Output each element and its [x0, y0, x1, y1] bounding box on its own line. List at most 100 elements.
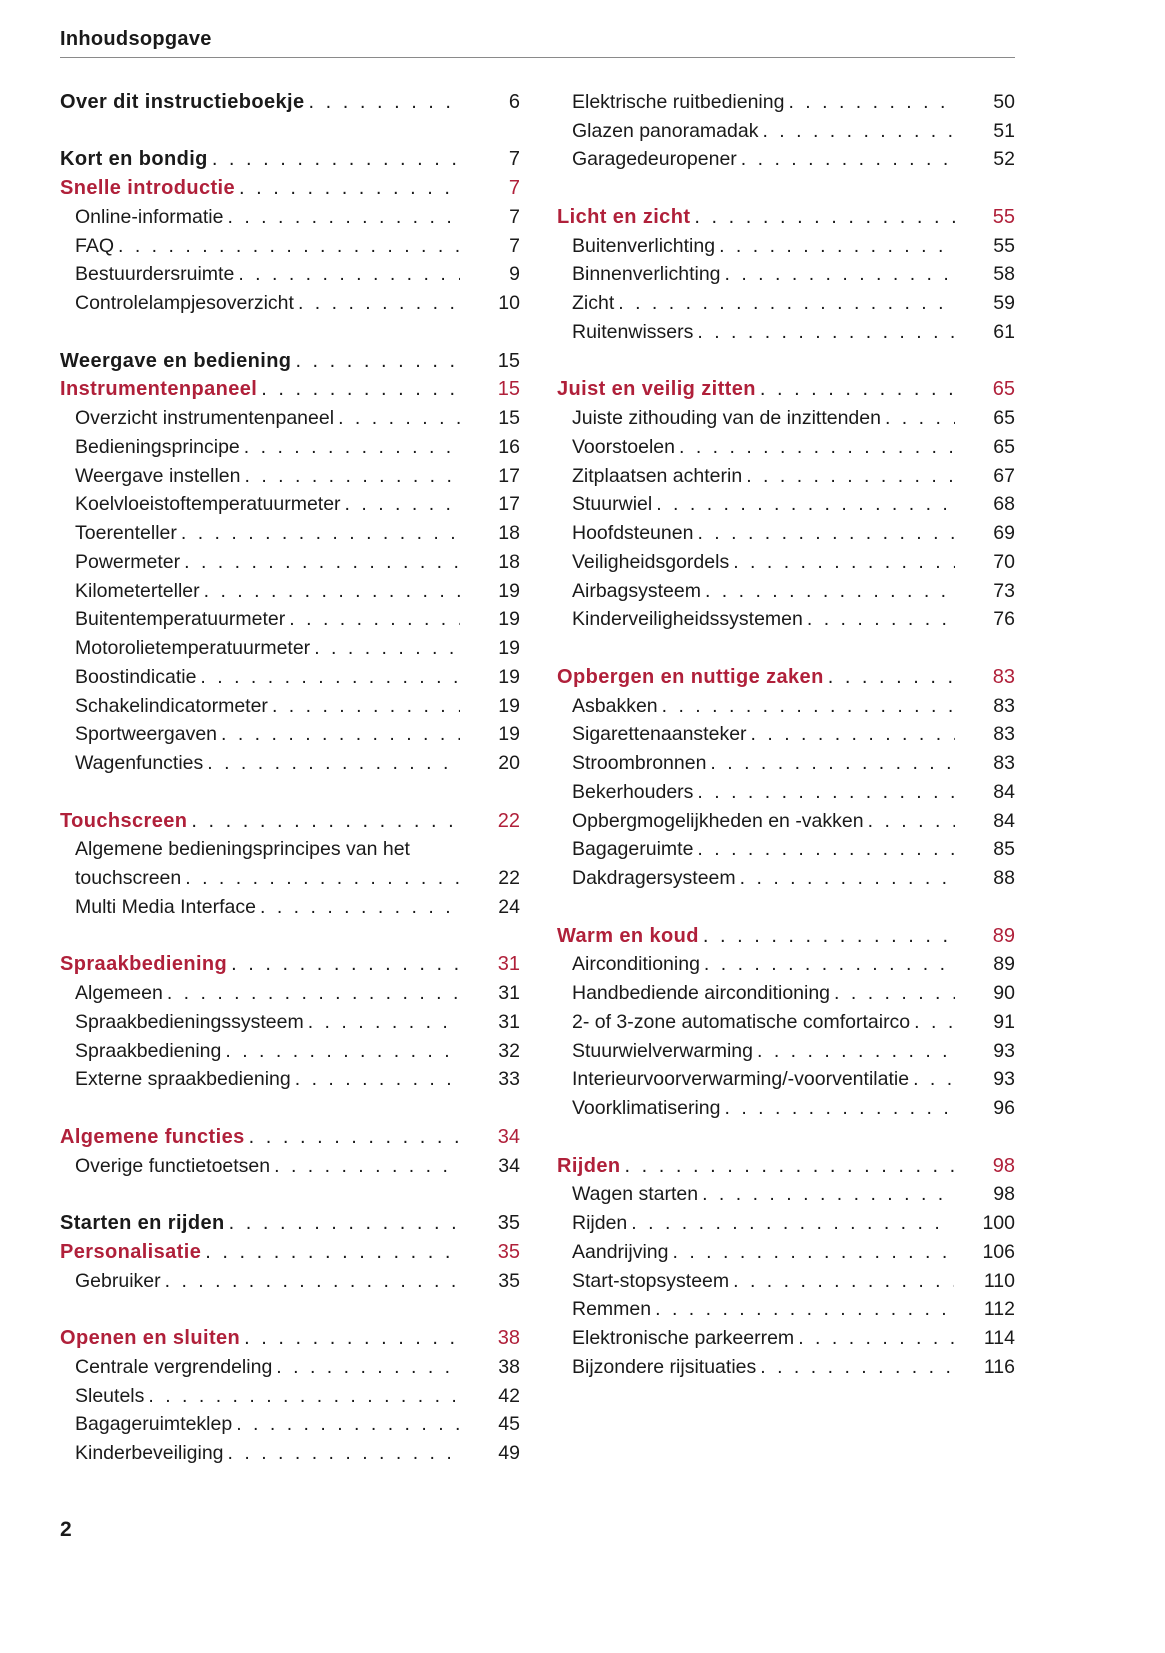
toc-entry-chapter[interactable]: Kort en bondig . . . . . . . . . . . . .…: [60, 146, 520, 175]
toc-entry-section[interactable]: Openen en sluiten . . . . . . . . . . . …: [60, 1324, 520, 1353]
toc-entry-sub[interactable]: Airconditioning . . . . . . . . . . . . …: [557, 951, 1015, 980]
toc-entry-sub[interactable]: Bagageruimte . . . . . . . . . . . . . .…: [557, 836, 1015, 865]
toc-entry-page: 38: [498, 1355, 520, 1378]
toc-entry-title: Buitenverlichting: [572, 234, 716, 257]
toc-entry-sub[interactable]: Kinderbeveiliging . . . . . . . . . . . …: [60, 1439, 520, 1468]
toc-entry-page: 85: [993, 838, 1015, 861]
toc-entry-sub[interactable]: 2- of 3-zone automatische comfortairco .…: [557, 1008, 1015, 1037]
toc-entry-sub[interactable]: touchscreen . . . . . . . . . . . . . . …: [60, 864, 520, 893]
toc-entry-sub[interactable]: Airbagsysteem . . . . . . . . . . . . . …: [557, 577, 1015, 606]
toc-entry-sub[interactable]: Kilometerteller . . . . . . . . . . . . …: [60, 577, 520, 606]
toc-entry-sub[interactable]: Centrale vergrendeling . . . . . . . . .…: [60, 1353, 520, 1382]
toc-entry-sub[interactable]: Start-stopsysteem . . . . . . . . . . . …: [557, 1267, 1015, 1296]
toc-entry-sub[interactable]: Juiste zithouding van de inzittenden . .…: [557, 404, 1015, 433]
toc-entry-sub[interactable]: Buitenverlichting . . . . . . . . . . . …: [557, 232, 1015, 261]
toc-entry-title: Weergave en bediening: [60, 349, 292, 372]
toc-entry-sub[interactable]: Bestuurdersruimte . . . . . . . . . . . …: [60, 261, 520, 290]
toc-entry-sub[interactable]: Bekerhouders . . . . . . . . . . . . . .…: [557, 778, 1015, 807]
toc-entry-sub[interactable]: Sleutels . . . . . . . . . . . . . . . .…: [60, 1382, 520, 1411]
toc-entry-sub[interactable]: Online-informatie . . . . . . . . . . . …: [60, 203, 520, 232]
toc-entry-chapter[interactable]: Starten en rijden . . . . . . . . . . . …: [60, 1209, 520, 1238]
toc-entry-sub[interactable]: Controlelampjesoverzicht . . . . . . . .…: [60, 289, 520, 318]
toc-entry-sub[interactable]: Remmen . . . . . . . . . . . . . . . . .…: [557, 1296, 1015, 1325]
toc-entry-sub[interactable]: Weergave instellen . . . . . . . . . . .…: [60, 462, 520, 491]
toc-entry-sub[interactable]: Schakelindicatormeter . . . . . . . . . …: [60, 692, 520, 721]
toc-entry-sub[interactable]: Glazen panoramadak . . . . . . . . . . .…: [557, 117, 1015, 146]
toc-entry-page: 7: [509, 234, 520, 257]
toc-entry-sub[interactable]: Zicht . . . . . . . . . . . . . . . . . …: [557, 289, 1015, 318]
toc-entry-section[interactable]: Touchscreen . . . . . . . . . . . . . . …: [60, 807, 520, 836]
toc-entry-sub[interactable]: Rijden . . . . . . . . . . . . . . . . .…: [557, 1209, 1015, 1238]
toc-entry-sub[interactable]: Dakdragersysteem . . . . . . . . . . . .…: [557, 864, 1015, 893]
toc-entry-sub[interactable]: Externe spraakbediening . . . . . . . . …: [60, 1066, 520, 1095]
toc-entry-sub[interactable]: Algemene bedieningsprincipes van het: [60, 836, 520, 865]
toc-entry-chapter[interactable]: Weergave en bediening . . . . . . . . . …: [60, 347, 520, 376]
dot-leader: . . . . . . . . . . . . . . . . . . . . …: [746, 464, 955, 487]
toc-entry-sub[interactable]: Wagenfuncties . . . . . . . . . . . . . …: [60, 749, 520, 778]
dot-leader: . . . . . . . . . . . . . . . . . . . . …: [759, 378, 955, 401]
toc-entry-sub[interactable]: Overige functietoetsen . . . . . . . . .…: [60, 1152, 520, 1181]
toc-entry-sub[interactable]: Multi Media Interface . . . . . . . . . …: [60, 893, 520, 922]
toc-entry-sub[interactable]: Buitentemperatuurmeter . . . . . . . . .…: [60, 606, 520, 635]
toc-entry-sub[interactable]: Voorklimatisering . . . . . . . . . . . …: [557, 1094, 1015, 1123]
toc-entry-sub[interactable]: Opbergmogelijkheden en -vakken . . . . .…: [557, 807, 1015, 836]
toc-entry-title: Kinderveiligheidssystemen: [572, 608, 803, 631]
toc-entry-sub[interactable]: Stuurwielverwarming . . . . . . . . . . …: [557, 1037, 1015, 1066]
toc-entry-page: 19: [498, 608, 520, 631]
toc-entry-sub[interactable]: Bagageruimteklep . . . . . . . . . . . .…: [60, 1411, 520, 1440]
toc-entry-sub[interactable]: Interieurvoorverwarming/-voorventilatie …: [557, 1066, 1015, 1095]
toc-entry-sub[interactable]: Asbakken . . . . . . . . . . . . . . . .…: [557, 692, 1015, 721]
toc-entry-sub[interactable]: Wagen starten . . . . . . . . . . . . . …: [557, 1181, 1015, 1210]
toc-entry-sub[interactable]: Toerenteller . . . . . . . . . . . . . .…: [60, 519, 520, 548]
dot-leader: . . . . . . . . . . . . . . . . . . . . …: [656, 493, 955, 516]
toc-entry-section[interactable]: Rijden . . . . . . . . . . . . . . . . .…: [557, 1152, 1015, 1181]
toc-entry-sub[interactable]: Veiligheidsgordels . . . . . . . . . . .…: [557, 548, 1015, 577]
toc-entry-sub[interactable]: FAQ . . . . . . . . . . . . . . . . . . …: [60, 232, 520, 261]
toc-entry-sub[interactable]: Bijzondere rijsituaties . . . . . . . . …: [557, 1353, 1015, 1382]
toc-entry-sub[interactable]: Koelvloeistoftemperatuurmeter . . . . . …: [60, 491, 520, 520]
toc-entry-title: 2- of 3-zone automatische comfortairco: [572, 1010, 911, 1033]
toc-entry-sub[interactable]: Powermeter . . . . . . . . . . . . . . .…: [60, 548, 520, 577]
toc-entry-sub[interactable]: Gebruiker . . . . . . . . . . . . . . . …: [60, 1267, 520, 1296]
toc-entry-sub[interactable]: Elektronische parkeerrem . . . . . . . .…: [557, 1324, 1015, 1353]
toc-entry-section[interactable]: Juist en veilig zitten . . . . . . . . .…: [557, 376, 1015, 405]
toc-entry-page: 65: [993, 435, 1015, 458]
toc-entry-sub[interactable]: Handbediende airconditioning . . . . . .…: [557, 979, 1015, 1008]
toc-entry-sub[interactable]: Sigarettenaansteker . . . . . . . . . . …: [557, 721, 1015, 750]
toc-entry-sub[interactable]: Bedieningsprincipe . . . . . . . . . . .…: [60, 433, 520, 462]
toc-entry-sub[interactable]: Sportweergaven . . . . . . . . . . . . .…: [60, 721, 520, 750]
toc-entry-sub[interactable]: Boostindicatie . . . . . . . . . . . . .…: [60, 663, 520, 692]
toc-entry-section[interactable]: Warm en koud . . . . . . . . . . . . . .…: [557, 922, 1015, 951]
toc-entry-sub[interactable]: Zitplaatsen achterin . . . . . . . . . .…: [557, 462, 1015, 491]
toc-entry-sub[interactable]: Ruitenwissers . . . . . . . . . . . . . …: [557, 318, 1015, 347]
toc-entry-page: 22: [497, 809, 520, 832]
toc-entry-page: 69: [993, 522, 1015, 545]
toc-entry-sub[interactable]: Hoofdsteunen . . . . . . . . . . . . . .…: [557, 519, 1015, 548]
toc-entry-page: 18: [498, 522, 520, 545]
toc-entry-sub[interactable]: Stuurwiel . . . . . . . . . . . . . . . …: [557, 491, 1015, 520]
toc-entry-section[interactable]: Opbergen en nuttige zaken . . . . . . . …: [557, 663, 1015, 692]
dot-leader: . . . . . . . . . . . . . . . . . . . . …: [697, 780, 955, 803]
toc-entry-sub[interactable]: Overzicht instrumentenpaneel . . . . . .…: [60, 404, 520, 433]
toc-entry-section[interactable]: Snelle introductie . . . . . . . . . . .…: [60, 174, 520, 203]
toc-entry-section[interactable]: Licht en zicht . . . . . . . . . . . . .…: [557, 203, 1015, 232]
dot-leader: . . . . . . . . . . . . . . . . . . . . …: [225, 1039, 460, 1062]
toc-entry-sub[interactable]: Elektrische ruitbediening . . . . . . . …: [557, 88, 1015, 117]
toc-entry-section[interactable]: Instrumentenpaneel . . . . . . . . . . .…: [60, 376, 520, 405]
toc-entry-page: 112: [983, 1298, 1015, 1321]
toc-entry-sub[interactable]: Kinderveiligheidssystemen . . . . . . . …: [557, 606, 1015, 635]
toc-entry-section[interactable]: Spraakbediening . . . . . . . . . . . . …: [60, 951, 520, 980]
toc-entry-sub[interactable]: Binnenverlichting . . . . . . . . . . . …: [557, 261, 1015, 290]
toc-entry-sub[interactable]: Aandrijving . . . . . . . . . . . . . . …: [557, 1238, 1015, 1267]
toc-entry-sub[interactable]: Algemeen . . . . . . . . . . . . . . . .…: [60, 979, 520, 1008]
toc-entry-section[interactable]: Algemene functies . . . . . . . . . . . …: [60, 1123, 520, 1152]
toc-entry-sub[interactable]: Motorolietemperatuurmeter . . . . . . . …: [60, 634, 520, 663]
dot-leader: . . . . . . . . . . . . . . . . . . . . …: [702, 1183, 955, 1206]
toc-entry-chapter[interactable]: Over dit instructieboekje . . . . . . . …: [60, 88, 520, 117]
toc-entry-sub[interactable]: Stroombronnen . . . . . . . . . . . . . …: [557, 749, 1015, 778]
toc-entry-sub[interactable]: Spraakbedieningssysteem . . . . . . . . …: [60, 1008, 520, 1037]
toc-entry-section[interactable]: Personalisatie . . . . . . . . . . . . .…: [60, 1238, 520, 1267]
toc-entry-sub[interactable]: Spraakbediening . . . . . . . . . . . . …: [60, 1037, 520, 1066]
toc-entry-sub[interactable]: Voorstoelen . . . . . . . . . . . . . . …: [557, 433, 1015, 462]
toc-entry-sub[interactable]: Garagedeuropener . . . . . . . . . . . .…: [557, 146, 1015, 175]
